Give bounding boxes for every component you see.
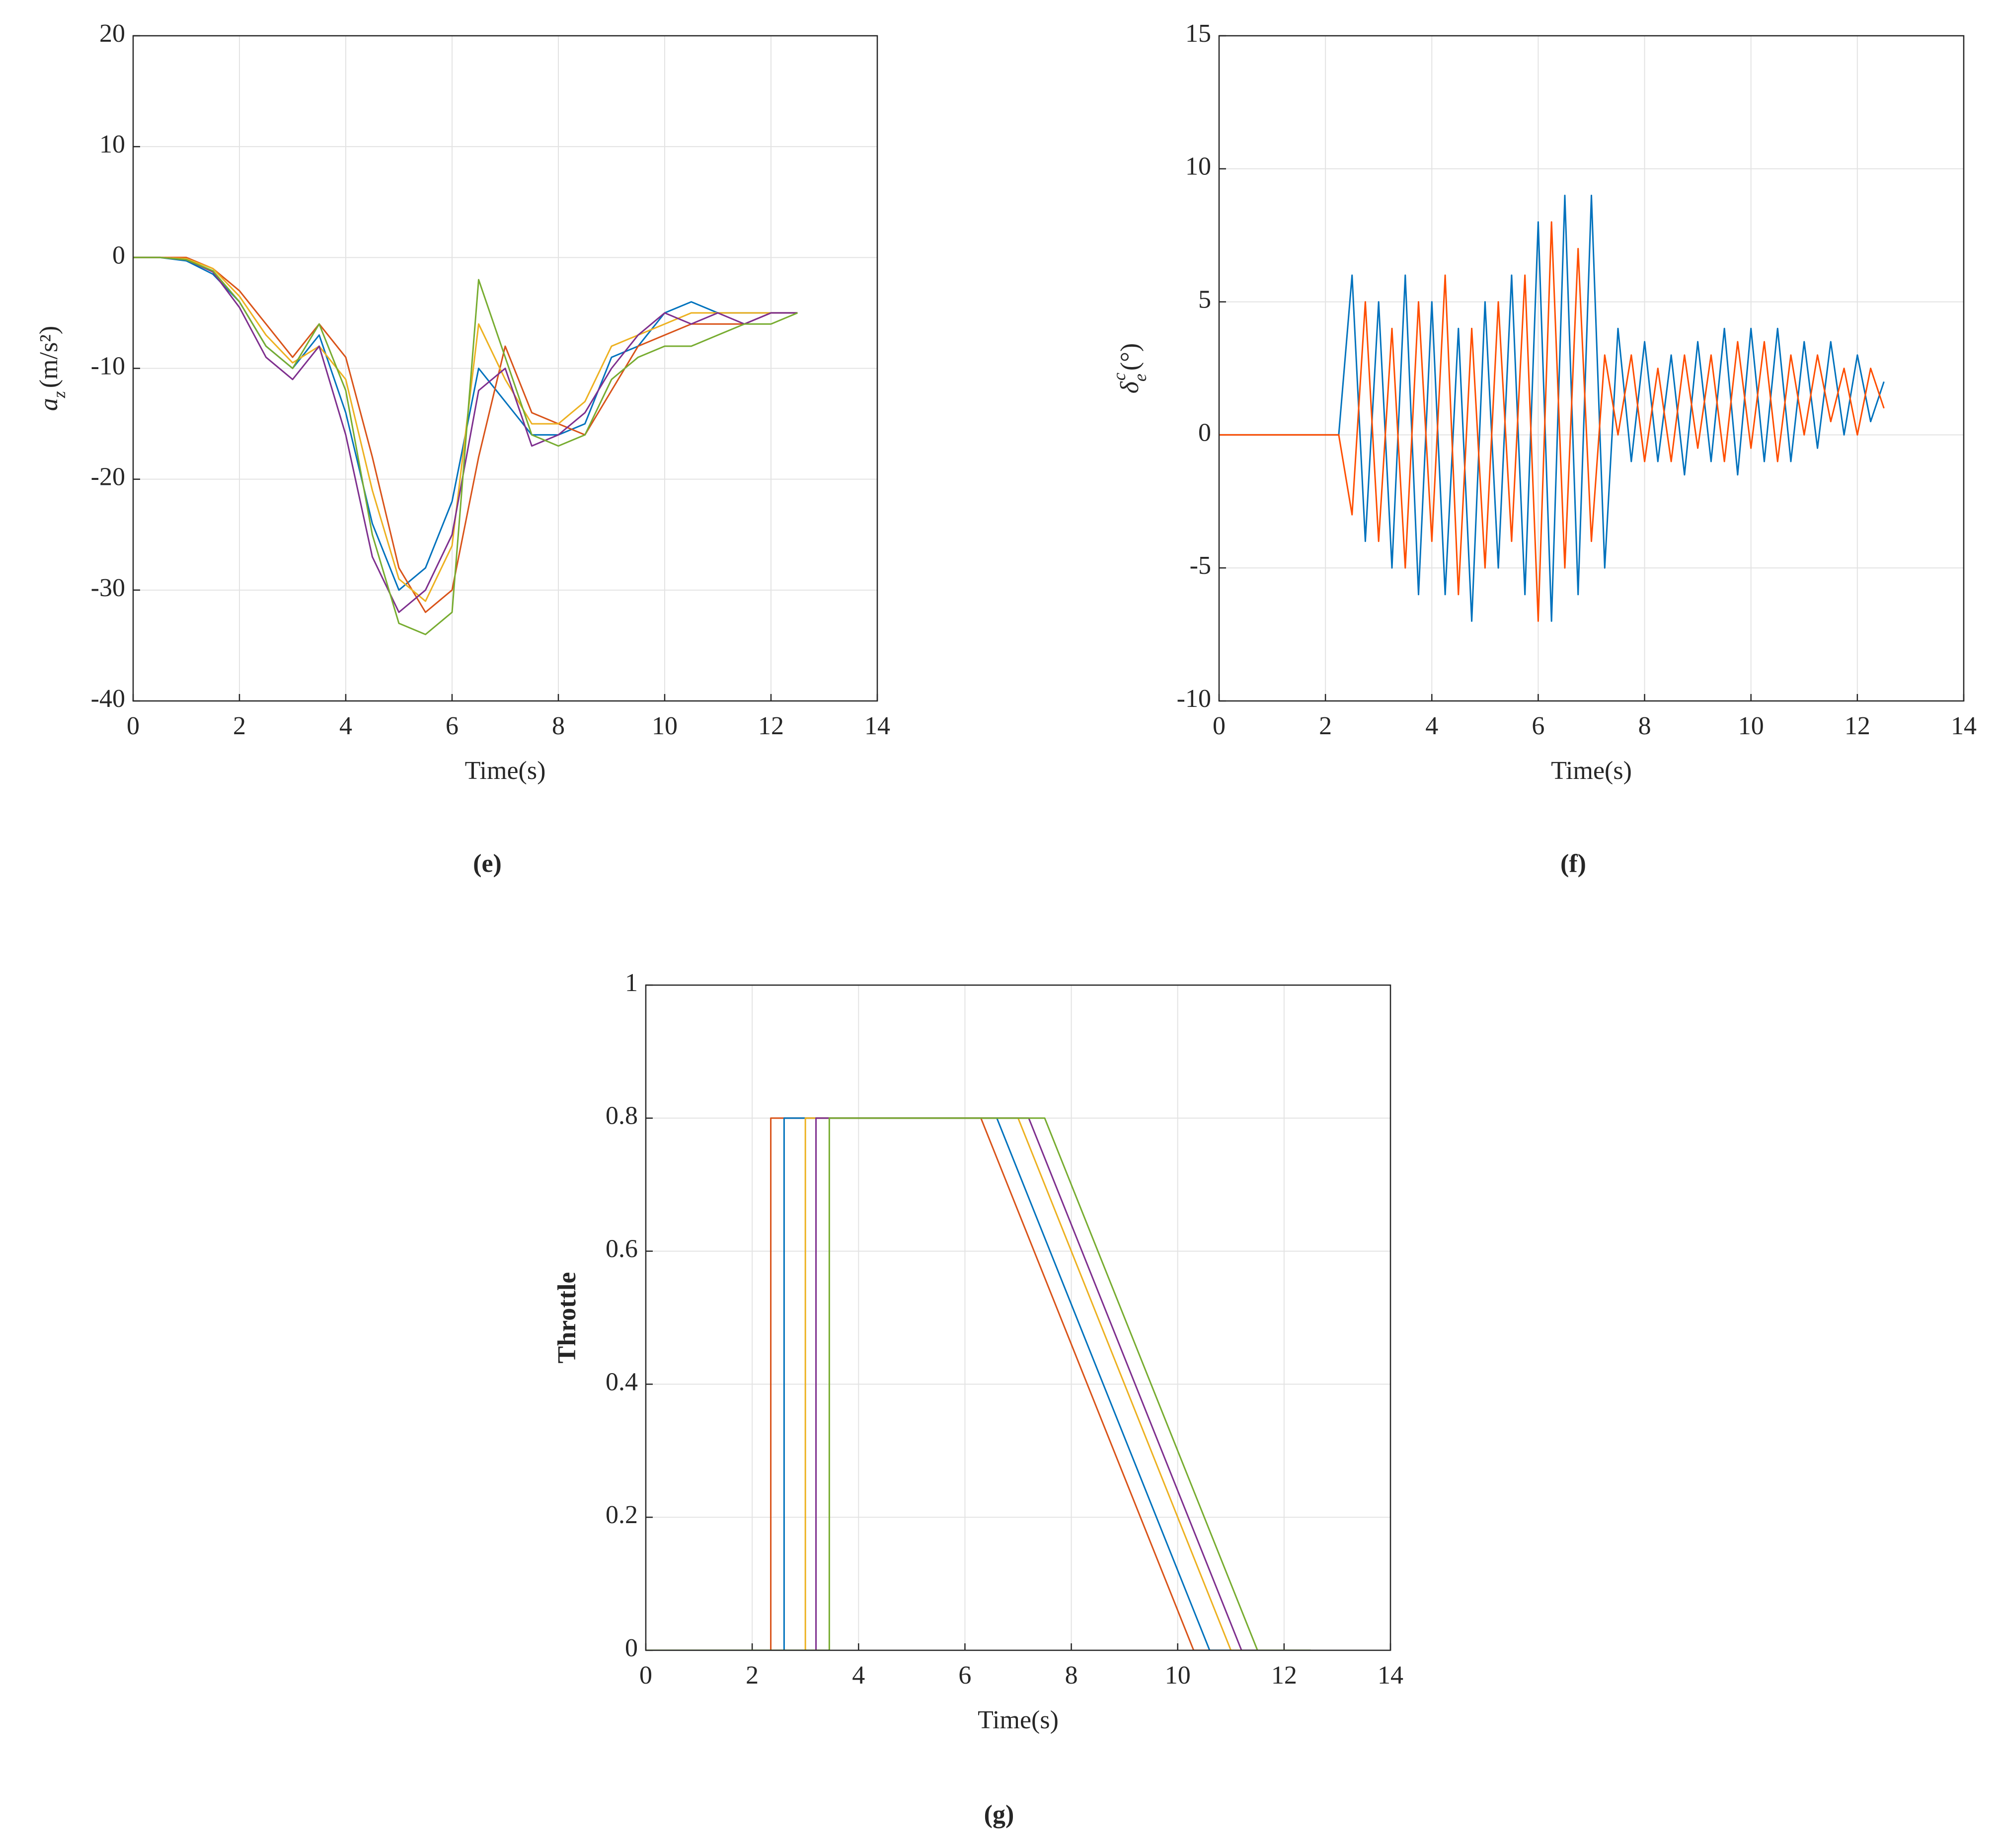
x-tick-label: 8 (1065, 1661, 1078, 1690)
x-tick-label: 6 (1532, 712, 1544, 740)
x-tick-label: 4 (1425, 712, 1438, 740)
y-tick-label: 0.2 (606, 1501, 638, 1529)
plot-frame (645, 984, 1391, 1651)
series-line (133, 256, 798, 635)
x-tick-label: 0 (639, 1661, 652, 1690)
series-line (133, 256, 798, 602)
series-line (133, 256, 798, 613)
series-line (133, 256, 798, 613)
y-tick-label: 1 (625, 969, 638, 997)
x-tick-label: 0 (1213, 712, 1226, 740)
x-tick-label: 12 (758, 712, 784, 740)
y-label-base: a (35, 398, 63, 411)
y-tick-label: -5 (1190, 551, 1211, 580)
x-tick-label: 6 (446, 712, 459, 740)
series-line (133, 256, 798, 591)
y-label-base: δ (1116, 381, 1144, 393)
x-tick-label: 10 (1165, 1661, 1191, 1690)
x-tick-label: 4 (339, 712, 352, 740)
x-tick-label: 2 (746, 1661, 759, 1690)
panel-label: (g) (984, 1800, 1014, 1829)
y-label-unit: (°) (1116, 343, 1144, 371)
y-label-unit: (m/s²) (35, 326, 63, 388)
x-tick-label: 6 (958, 1661, 971, 1690)
x-tick-label: 4 (852, 1661, 865, 1690)
y-tick-label: 20 (99, 19, 125, 48)
y-tick-label: 0 (625, 1634, 638, 1662)
x-tick-label: 2 (233, 712, 246, 740)
plot-frame (132, 35, 878, 702)
y-tick-label: 0.6 (606, 1235, 638, 1263)
x-tick-label: 8 (1638, 712, 1651, 740)
series-line (1219, 221, 1885, 622)
y-tick-label: -20 (91, 463, 125, 491)
plot-frame (1218, 35, 1965, 702)
y-tick-label: 5 (1198, 286, 1211, 314)
panel-label: (f) (1560, 849, 1586, 878)
y-tick-label: 15 (1185, 19, 1211, 48)
y-tick-label: -10 (1177, 685, 1211, 713)
x-tick-label: 10 (652, 712, 678, 740)
x-tick-label: 0 (127, 712, 140, 740)
y-tick-label: 0.8 (606, 1102, 638, 1130)
x-tick-label: 2 (1319, 712, 1332, 740)
x-tick-label: 14 (1951, 712, 1977, 740)
y-axis-label: az (m/s²) (35, 326, 69, 411)
x-axis-label: Time(s) (465, 757, 546, 785)
x-tick-label: 8 (552, 712, 565, 740)
y-tick-label: 0 (1198, 418, 1211, 447)
y-label-sup: c (1109, 373, 1129, 381)
x-axis-label: Time(s) (1551, 757, 1632, 785)
y-label-base: Throttle (553, 1272, 581, 1364)
panel-label: (e) (473, 849, 502, 878)
y-axis-label: Throttle (553, 1272, 581, 1364)
x-tick-label: 10 (1738, 712, 1764, 740)
y-tick-label: -30 (91, 574, 125, 602)
series-line (646, 1117, 1311, 1650)
y-label-sub: e (1130, 374, 1150, 382)
y-tick-label: 10 (99, 130, 125, 158)
y-tick-label: 0.4 (606, 1368, 638, 1396)
y-axis-label: δce (°) (1109, 343, 1150, 394)
x-tick-label: 12 (1271, 1661, 1297, 1690)
y-tick-label: -40 (91, 685, 125, 713)
y-label-sub: z (49, 391, 69, 398)
x-tick-label: 12 (1845, 712, 1870, 740)
x-tick-label: 14 (864, 712, 890, 740)
y-tick-label: 0 (112, 241, 125, 269)
x-axis-label: Time(s) (978, 1706, 1059, 1734)
y-tick-label: 10 (1185, 153, 1211, 181)
x-tick-label: 14 (1378, 1661, 1403, 1690)
y-tick-label: -10 (91, 352, 125, 380)
